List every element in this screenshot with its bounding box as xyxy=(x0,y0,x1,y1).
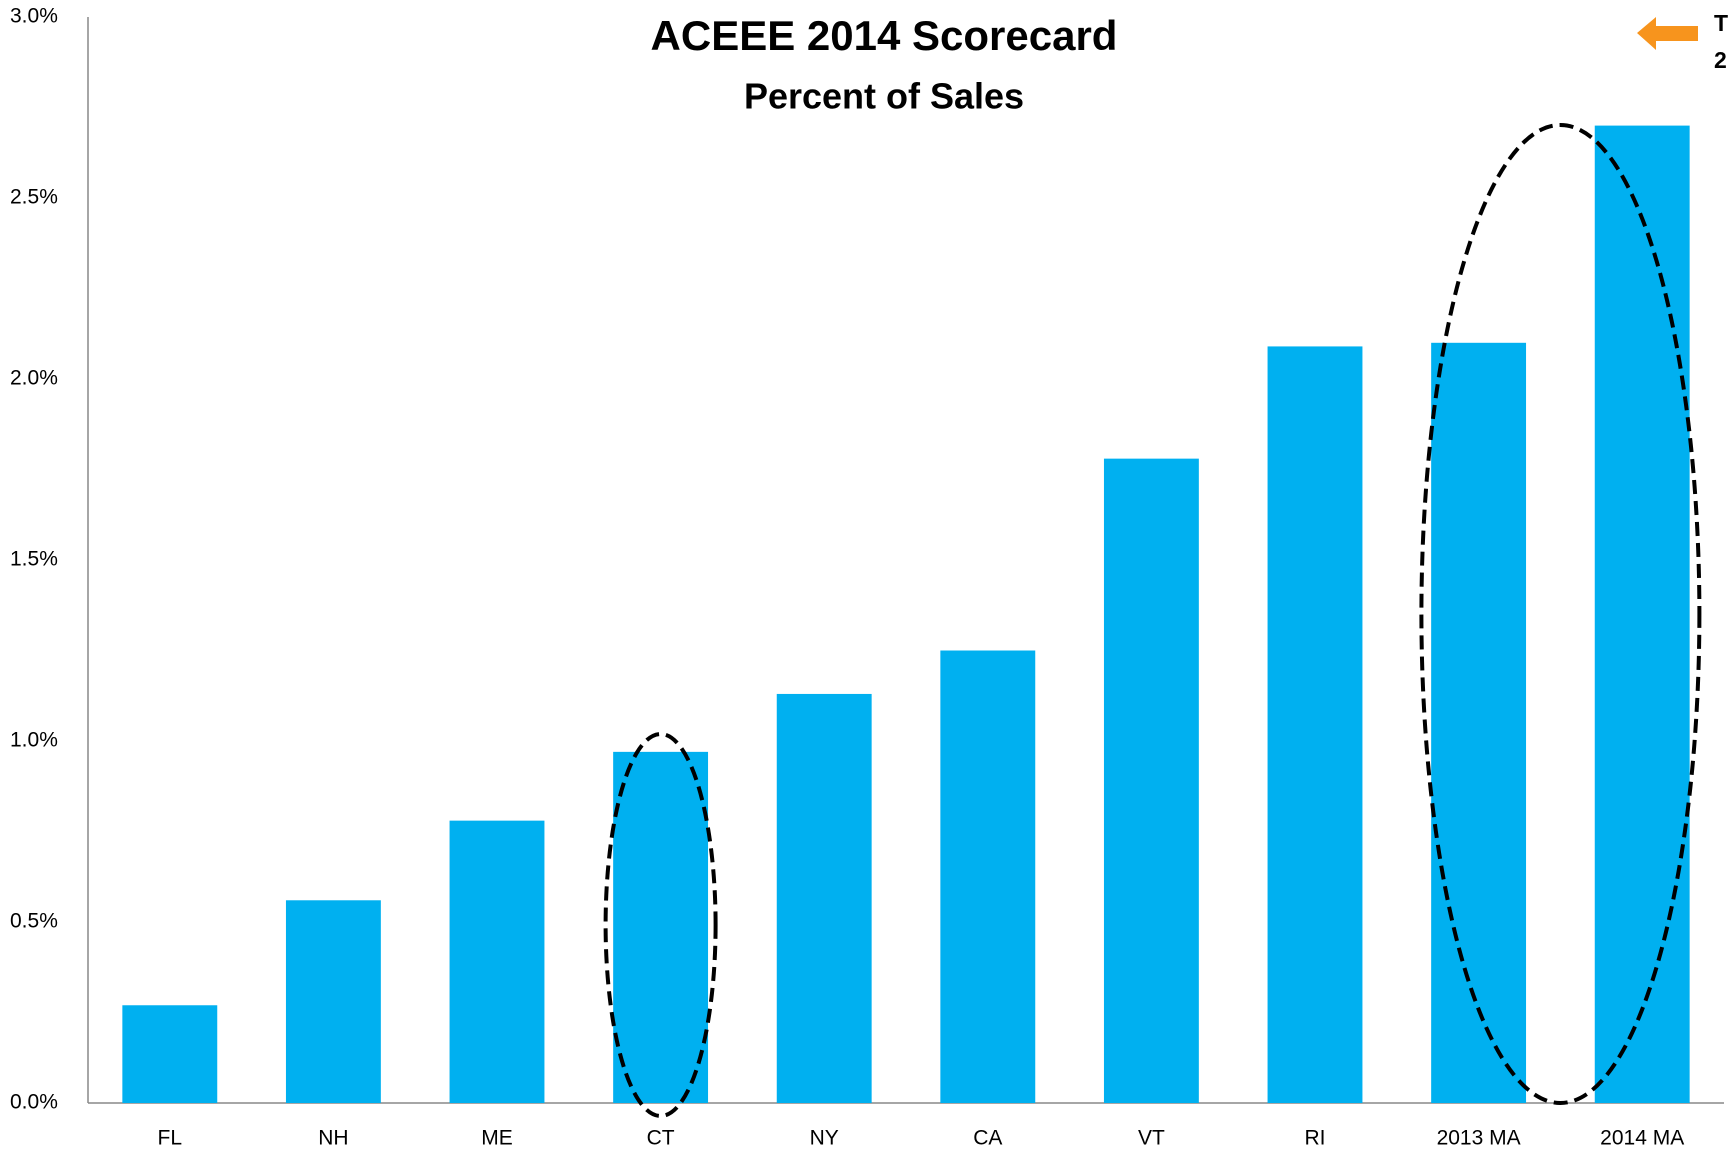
x-tick-label: NH xyxy=(318,1127,348,1150)
y-tick-label: 0.0% xyxy=(10,1091,58,1114)
chart-title: ACEEE 2014 Scorecard xyxy=(651,12,1118,59)
annotation: T xyxy=(1714,10,1728,36)
arrow-icon xyxy=(1637,17,1698,50)
y-tick-label: 1.5% xyxy=(10,548,58,571)
x-tick-label: RI xyxy=(1305,1127,1326,1150)
y-tick-label: 1.0% xyxy=(10,729,58,752)
x-tick-label: 2014 MA xyxy=(1600,1127,1684,1150)
y-tick-label: 2.5% xyxy=(10,186,58,209)
x-tick-label: NY xyxy=(810,1127,839,1150)
bar xyxy=(613,752,708,1103)
y-tick-label: 3.0% xyxy=(10,5,58,28)
bar xyxy=(1595,126,1690,1103)
bar xyxy=(1431,343,1526,1103)
x-tick-label: 2013 MA xyxy=(1437,1127,1521,1150)
chart: ACEEE 2014 Scorecard Percent of Sales T … xyxy=(0,0,1729,1152)
x-tick-label: CT xyxy=(647,1127,675,1150)
x-tick-label: FL xyxy=(158,1127,183,1150)
bar xyxy=(777,694,872,1103)
bar xyxy=(286,900,381,1103)
x-tick-label: CA xyxy=(973,1127,1002,1150)
y-tick-label: 0.5% xyxy=(10,910,58,933)
bar xyxy=(122,1005,217,1103)
x-tick-label: VT xyxy=(1138,1127,1165,1150)
bar xyxy=(1104,459,1199,1103)
chart-subtitle: Percent of Sales xyxy=(744,76,1024,117)
bar xyxy=(1268,346,1363,1103)
bar xyxy=(940,651,1035,1104)
annotation: 2 xyxy=(1714,47,1727,73)
y-tick-label: 2.0% xyxy=(10,367,58,390)
x-tick-label: ME xyxy=(481,1127,513,1150)
bar xyxy=(450,821,545,1103)
